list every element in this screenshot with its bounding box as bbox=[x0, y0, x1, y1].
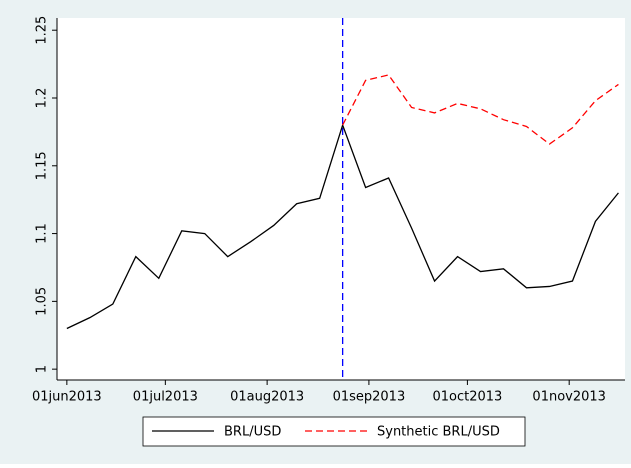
legend-label: BRL/USD bbox=[224, 425, 281, 440]
y-tick-label: 1.1 bbox=[35, 223, 50, 244]
y-tick-label: 1.05 bbox=[35, 287, 50, 316]
y-tick-label: 1.15 bbox=[35, 151, 50, 180]
legend-label: Synthetic BRL/USD bbox=[377, 425, 500, 440]
y-tick-label: 1 bbox=[35, 365, 50, 373]
x-tick-label: 01jun2013 bbox=[32, 390, 102, 405]
x-tick-label: 01nov2013 bbox=[532, 390, 606, 405]
y-tick-label: 1.25 bbox=[35, 16, 50, 45]
plot-area bbox=[57, 18, 625, 380]
series-line bbox=[342, 74, 619, 145]
x-tick-label: 01oct2013 bbox=[432, 390, 502, 405]
x-tick-label: 01sep2013 bbox=[333, 390, 406, 405]
y-tick-label: 1.2 bbox=[35, 88, 50, 109]
x-tick-label: 01aug2013 bbox=[230, 390, 304, 405]
x-tick-label: 01jul2013 bbox=[133, 390, 198, 405]
